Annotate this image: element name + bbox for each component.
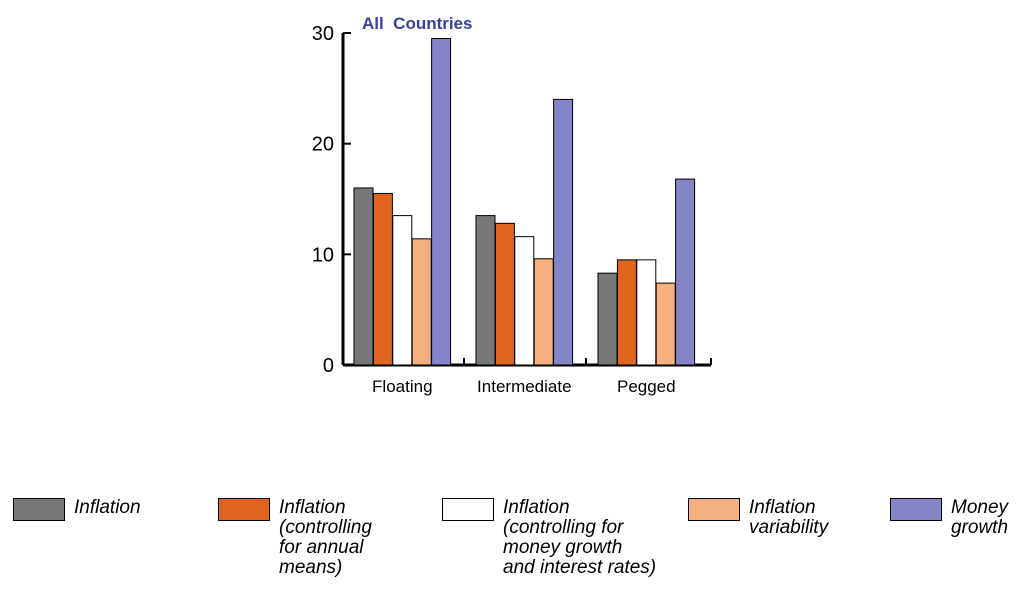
bar — [411, 238, 432, 366]
bar — [372, 192, 393, 366]
legend-label: Inflation (controlling for annual means) — [279, 497, 372, 578]
legend-item: Inflation variability — [688, 498, 828, 538]
bar — [392, 215, 413, 366]
x-tick-label: Floating — [372, 377, 432, 396]
legend-item: Inflation (controlling for money growth … — [442, 498, 656, 578]
bar — [597, 272, 618, 366]
bars — [353, 38, 712, 366]
bar — [475, 215, 496, 366]
y-tick-label: 20 — [312, 134, 334, 156]
y-tick-label: 30 — [312, 23, 334, 45]
legend-item: Inflation (controlling for annual means) — [218, 498, 372, 578]
bar — [636, 259, 657, 366]
bar — [616, 259, 637, 366]
y-tick-label: 0 — [323, 355, 334, 377]
legend-swatch — [442, 498, 494, 521]
legend-label: Money growth — [951, 497, 1009, 538]
bar — [675, 178, 696, 366]
bar — [655, 282, 676, 366]
legend-swatch — [688, 498, 740, 521]
x-tick-labels: Floating Intermediate Pegged — [372, 377, 676, 396]
x-tick-label: Intermediate — [477, 377, 572, 396]
bar — [431, 38, 452, 366]
legend-label: Inflation — [74, 497, 141, 518]
chart-title: All Countries — [362, 14, 473, 33]
legend-label: Inflation (controlling for money growth … — [503, 497, 657, 578]
legend-item: Inflation — [13, 498, 141, 521]
y-tick-label: 10 — [312, 244, 334, 266]
bar — [553, 98, 574, 366]
bar — [533, 258, 554, 366]
legend-swatch — [13, 498, 65, 521]
bar — [353, 187, 374, 366]
y-ticks: 0 10 20 30 — [312, 23, 351, 377]
legend-label: Inflation variability — [749, 497, 829, 538]
bar — [494, 222, 515, 366]
bar — [514, 236, 535, 366]
x-tick-label: Pegged — [617, 377, 676, 396]
bar-chart: All Countries 0 10 20 30 Floating Intermedia… — [312, 14, 712, 396]
legend-item: Money growth — [890, 498, 1008, 538]
legend-swatch — [218, 498, 270, 521]
legend-swatch — [890, 498, 942, 521]
